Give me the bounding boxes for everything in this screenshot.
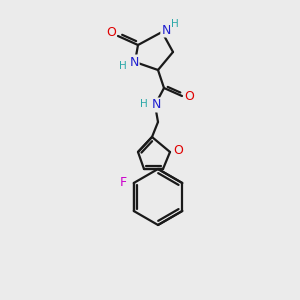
Text: O: O [106,26,116,40]
Text: H: H [119,61,127,71]
Text: O: O [173,145,183,158]
Text: N: N [161,23,171,37]
Text: O: O [184,91,194,103]
Text: H: H [171,19,179,29]
Text: N: N [129,56,139,68]
Text: F: F [120,176,127,188]
Text: N: N [151,98,161,112]
Text: H: H [140,99,148,109]
